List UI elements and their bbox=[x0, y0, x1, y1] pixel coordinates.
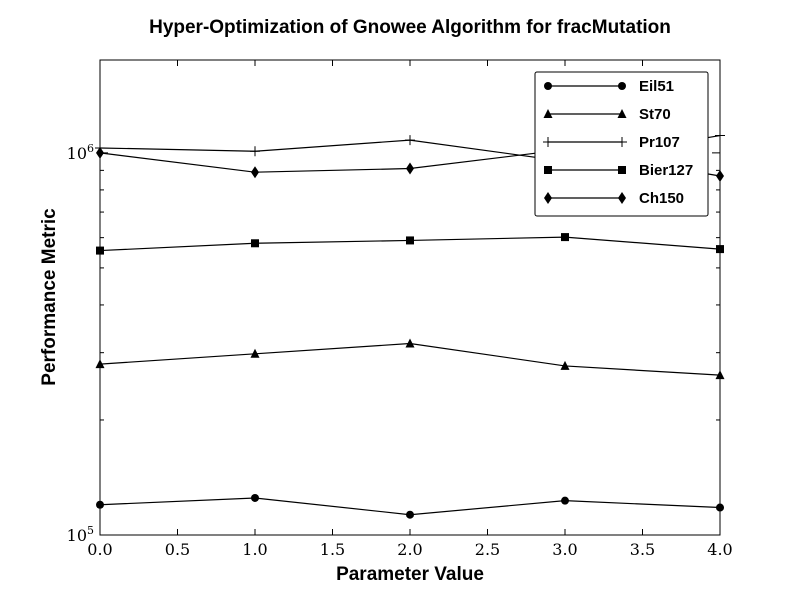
x-tick-label: 2.0 bbox=[397, 540, 422, 559]
x-tick-label: 4.0 bbox=[707, 540, 732, 559]
series-st70 bbox=[95, 338, 725, 380]
data-point-bier127 bbox=[406, 236, 414, 245]
x-tick-label: 1.5 bbox=[320, 540, 345, 559]
data-point-eil51 bbox=[406, 510, 414, 519]
legend: Eil51 St70 Pr107 Bier127 Ch150 bbox=[534, 71, 709, 217]
x-tick-label: 2.5 bbox=[475, 540, 500, 559]
legend-item-pr107: Pr107 bbox=[543, 134, 680, 151]
data-point-bier127 bbox=[251, 239, 259, 248]
legend-marker bbox=[618, 166, 626, 174]
legend-marker bbox=[543, 109, 553, 118]
legend-item-eil51: Eil51 bbox=[544, 78, 674, 95]
legend-label: Ch150 bbox=[639, 190, 684, 207]
data-point-eil51 bbox=[561, 496, 569, 505]
y-tick-label: 106 bbox=[67, 142, 94, 163]
x-tick-label: 1.0 bbox=[242, 540, 267, 559]
legend-marker bbox=[544, 82, 552, 90]
data-point-bier127 bbox=[561, 233, 569, 242]
legend-label: Pr107 bbox=[639, 134, 680, 151]
legend-item-st70: St70 bbox=[543, 106, 671, 123]
legend-marker bbox=[618, 82, 626, 90]
data-point-pr107 bbox=[405, 135, 415, 146]
series-line-st70 bbox=[99, 342, 721, 376]
y-tick-label: 105 bbox=[67, 524, 94, 545]
legend-marker bbox=[618, 192, 626, 204]
legend-marker bbox=[617, 137, 627, 147]
x-tick-label: 0.5 bbox=[165, 540, 190, 559]
data-point-ch150 bbox=[251, 166, 259, 179]
legend-item-ch150: Ch150 bbox=[544, 190, 684, 207]
x-tick-label: 0.0 bbox=[87, 540, 112, 559]
legend-marker bbox=[544, 192, 552, 204]
x-tick-label: 3.5 bbox=[630, 540, 655, 559]
data-point-st70 bbox=[250, 348, 260, 358]
x-axis-label: Parameter Value bbox=[336, 564, 484, 585]
series-bier127 bbox=[96, 233, 724, 255]
legend-marker bbox=[544, 166, 552, 174]
data-point-st70 bbox=[560, 360, 570, 370]
y-axis-label: Performance Metric bbox=[39, 208, 60, 386]
chart-title: Hyper-Optimization of Gnowee Algorithm f… bbox=[149, 17, 671, 38]
series-eil51 bbox=[96, 493, 724, 519]
legend-label: St70 bbox=[639, 106, 671, 123]
x-tick-label: 3.0 bbox=[552, 540, 577, 559]
legend-label: Bier127 bbox=[639, 162, 693, 179]
data-point-eil51 bbox=[251, 493, 259, 502]
legend-label: Eil51 bbox=[639, 78, 674, 95]
legend-marker bbox=[617, 109, 627, 118]
legend-marker bbox=[543, 137, 553, 147]
plot-frame bbox=[99, 59, 721, 536]
axis-ticks: 0.0 0.5 1.0 1.5 2.0 2.5 3.0 3.5 4.0 105 106 bbox=[67, 60, 733, 559]
data-point-st70 bbox=[405, 338, 415, 348]
data-point-pr107 bbox=[250, 146, 260, 157]
legend-item-bier127: Bier127 bbox=[544, 162, 693, 179]
data-point-ch150 bbox=[406, 162, 414, 175]
